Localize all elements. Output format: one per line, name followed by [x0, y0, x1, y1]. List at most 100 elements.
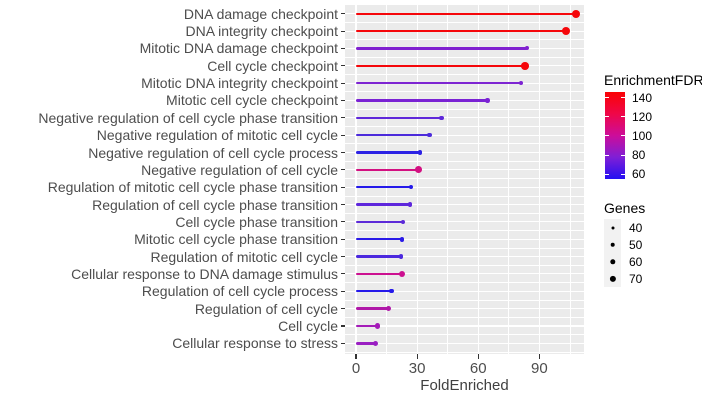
lollipop-stem — [356, 133, 430, 137]
y-tick-mark — [340, 273, 345, 275]
colorbar-tick-label: 140 — [632, 90, 653, 105]
category-label: DNA integrity checkpoint — [185, 23, 338, 40]
category-label: Mitotic DNA damage checkpoint — [139, 40, 338, 57]
color-legend: 140 120 100 80 60 — [605, 90, 700, 182]
colorbar-tick-mark — [605, 97, 609, 99]
size-legend-title: Genes — [604, 200, 646, 216]
y-tick-mark — [340, 47, 345, 49]
lollipop-stem — [356, 203, 410, 206]
lollipop-point — [389, 289, 394, 294]
y-tick-mark — [340, 256, 345, 258]
x-tick-label: 0 — [351, 360, 361, 377]
size-legend-key — [604, 253, 621, 270]
colorbar-gradient — [605, 92, 625, 179]
lollipop-stem — [356, 342, 376, 345]
x-tick-mark — [538, 354, 540, 359]
gridline-y-minor — [345, 334, 584, 335]
gridline-y-minor — [345, 299, 584, 301]
gridline-y-minor — [345, 195, 584, 197]
gridline-y-major — [345, 151, 584, 154]
category-label: Regulation of cell cycle — [194, 300, 338, 317]
y-tick-mark — [340, 342, 345, 344]
size-legend-label: 60 — [629, 254, 643, 269]
gridline-y-minor — [345, 22, 584, 23]
gridline-y-major — [345, 342, 584, 344]
lollipop-point — [385, 305, 392, 312]
colorbar-tick-mark — [621, 97, 625, 99]
y-tick-mark — [340, 30, 345, 32]
gridline-y-minor — [345, 178, 584, 179]
lollipop-stem — [356, 47, 528, 50]
y-tick-mark — [340, 151, 345, 154]
size-legend-entry: 60 — [604, 253, 664, 270]
size-legend-label: 50 — [629, 237, 643, 252]
colorbar-tick-mark — [621, 154, 625, 156]
colorbar-tick-label: 60 — [632, 167, 646, 182]
size-legend-label: 40 — [629, 220, 643, 235]
y-tick-mark — [340, 325, 345, 327]
lollipop-stem — [356, 99, 488, 102]
gridline-x-major — [355, 5, 357, 354]
category-label: Negative regulation of cell cycle phase … — [38, 109, 338, 126]
lollipop-point — [519, 81, 523, 85]
gridline-x-minor — [386, 5, 387, 354]
y-tick-mark — [340, 117, 345, 119]
gridline-x-major — [416, 5, 418, 354]
y-tick-mark — [340, 65, 345, 67]
gridline-y-minor — [345, 160, 584, 162]
category-label: DNA damage checkpoint — [183, 5, 338, 22]
gridline-y-major — [345, 186, 584, 188]
y-tick-mark — [340, 308, 345, 310]
gridline-y-major — [345, 290, 584, 292]
category-label: Cell cycle — [278, 318, 338, 334]
lollipop-stem — [356, 324, 378, 328]
y-tick-mark — [340, 82, 345, 84]
gridline-y-major — [345, 221, 584, 223]
size-legend-dot-icon — [611, 226, 614, 229]
lollipop-stem — [356, 64, 526, 67]
lollipop-point — [521, 61, 529, 70]
category-label: Negative regulation of cell cycle — [141, 161, 338, 178]
lollipop-point — [417, 150, 423, 155]
gridline-y-minor — [345, 56, 584, 58]
lollipop-stem — [356, 12, 576, 15]
size-legend-dot-icon — [609, 275, 616, 282]
y-tick-mark — [340, 238, 345, 240]
gridline-y-minor — [345, 143, 584, 145]
gridline-y-minor — [345, 230, 584, 231]
lollipop-stem — [356, 116, 442, 119]
gridline-x-major — [538, 5, 540, 354]
lollipop-stem — [356, 81, 521, 85]
y-tick-mark — [340, 99, 345, 101]
size-legend-label: 70 — [629, 271, 643, 286]
colorbar-tick-label: 100 — [632, 128, 653, 143]
gridline-y-major — [345, 204, 584, 206]
gridline-y-minor — [345, 212, 584, 214]
gridline-y-minor — [345, 264, 584, 266]
lollipop-stem — [356, 290, 392, 293]
size-legend-key — [604, 236, 621, 253]
colorbar-tick-mark — [605, 154, 609, 156]
x-tick-label: 30 — [408, 360, 426, 377]
lollipop-point — [485, 98, 490, 103]
lollipop-stem — [356, 238, 402, 241]
gridline-y-major — [345, 117, 584, 119]
gridline-y-major — [345, 308, 584, 310]
gridline-x-minor — [569, 5, 571, 354]
gridline-x-major — [477, 5, 479, 354]
lollipop-point — [374, 323, 380, 329]
x-tick-mark — [416, 354, 418, 359]
lollipop-point — [427, 132, 432, 138]
gridline-y-major — [345, 169, 584, 171]
lollipop-point — [414, 166, 422, 174]
lollipop-stem — [356, 186, 411, 189]
size-legend-key — [604, 219, 621, 236]
size-legend-entry: 40 — [604, 219, 664, 236]
category-label: Mitotic cell cycle phase transition — [134, 231, 338, 248]
colorbar-tick-mark — [605, 116, 609, 118]
gridline-y-major — [345, 325, 584, 327]
category-label: Negative regulation of cell cycle proces… — [88, 144, 338, 161]
gridline-y-minor — [345, 126, 584, 127]
category-label: Negative regulation of mitotic cell cycl… — [96, 127, 338, 144]
lollipop-stem — [356, 307, 389, 310]
